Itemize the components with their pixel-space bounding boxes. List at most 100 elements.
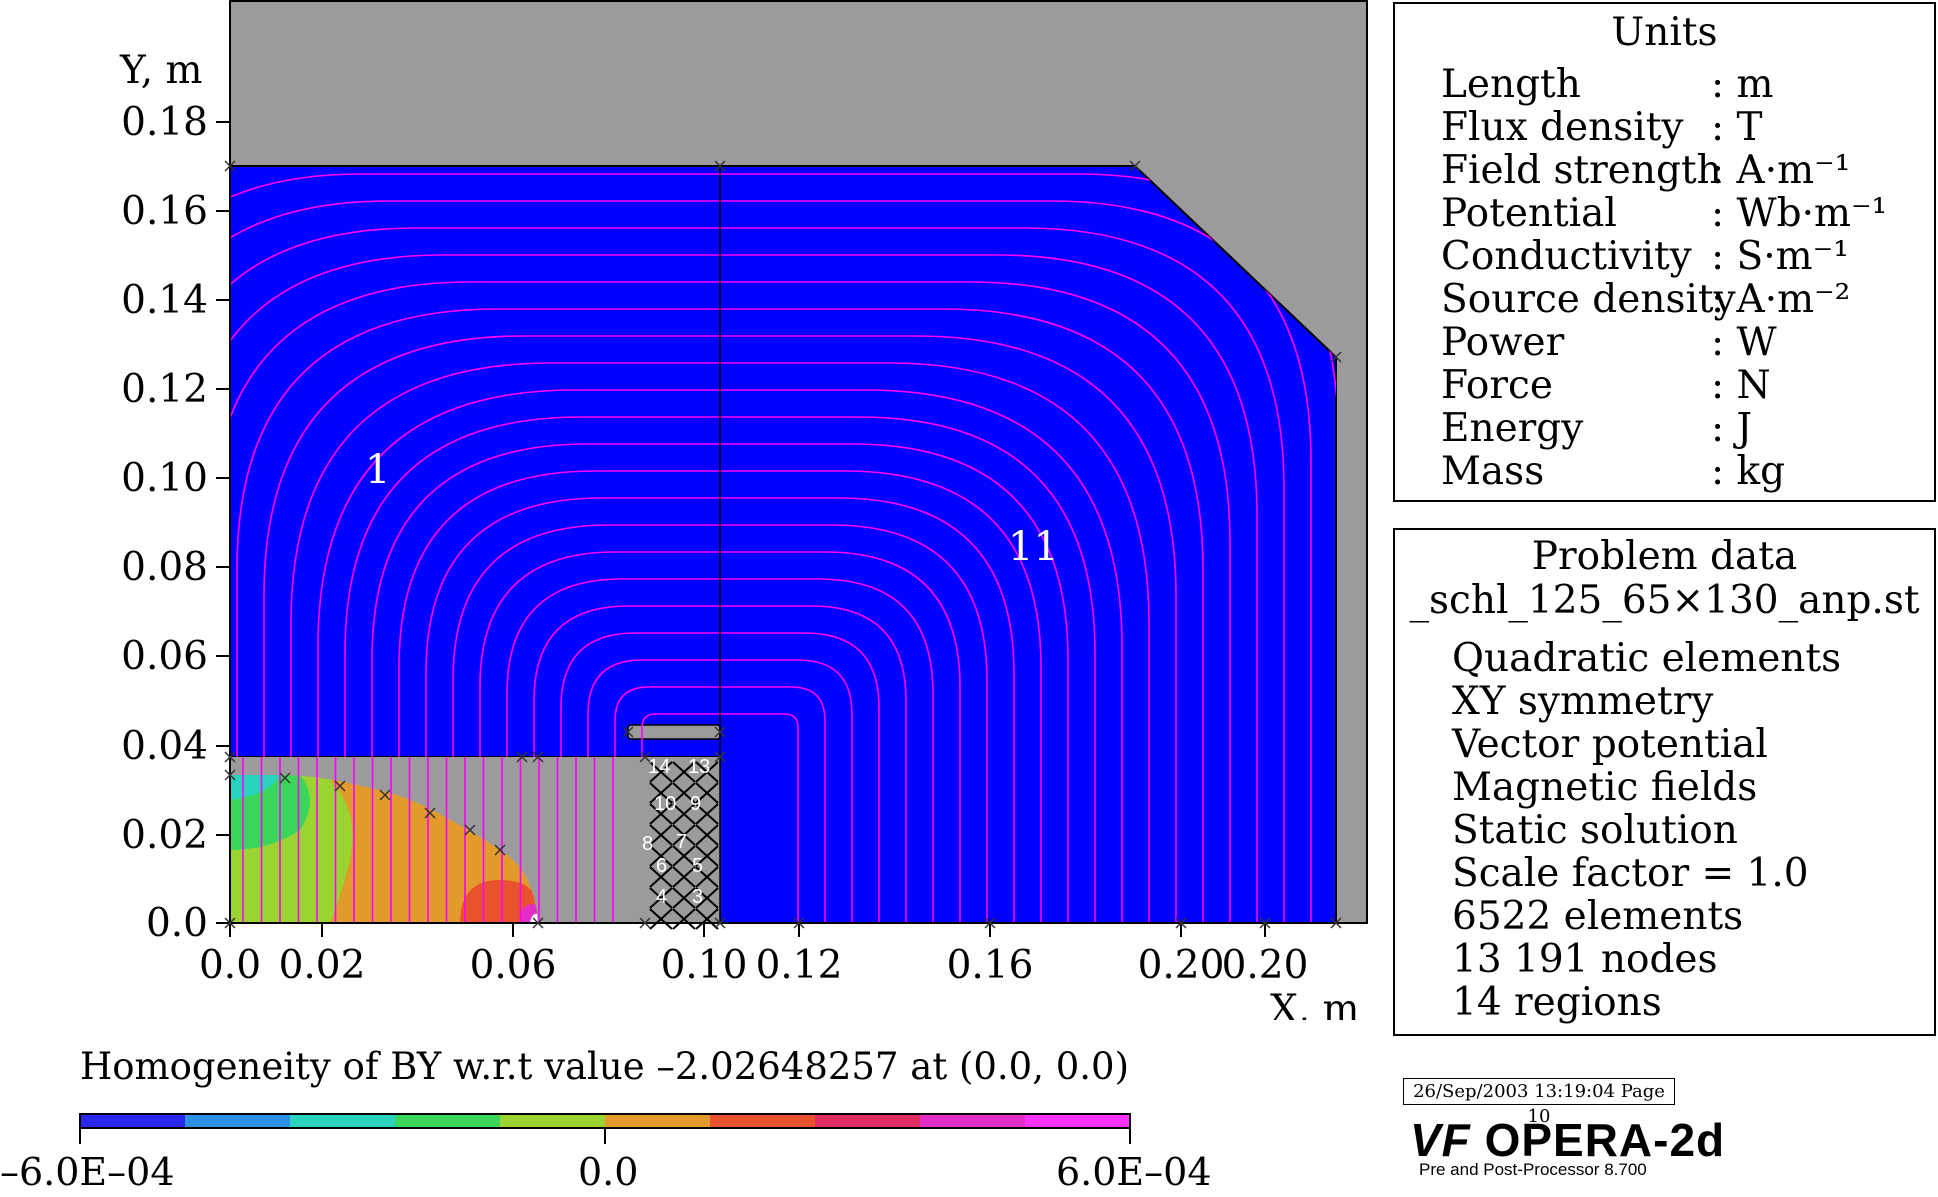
problem-file: _schl_125_65×130_anp.st <box>1409 578 1920 623</box>
x-ticks: 0.0 0.02 0.06 0.10 0.12 0.16 0.200.20 <box>199 923 1308 988</box>
scale-swatch <box>290 1114 396 1128</box>
vertex-mark <box>224 160 236 172</box>
coil-mesh-cell <box>672 866 696 888</box>
vertex-mark <box>279 772 291 784</box>
region-number: 5 <box>692 855 703 877</box>
scale-swatch <box>185 1114 291 1128</box>
x-tick-label: 0.06 <box>470 943 557 988</box>
coil-mesh-cell <box>649 761 673 783</box>
region-number: 4 <box>656 886 667 908</box>
vertex-mark <box>532 751 544 763</box>
units-row-value: : S·m⁻¹ <box>1711 234 1849 279</box>
problem-panel: Problem data _schl_125_65×130_anp.st Qua… <box>1393 528 1936 1036</box>
vertex-mark <box>1330 917 1342 929</box>
x-axis-label: X, m <box>1270 987 1360 1020</box>
scale-swatch <box>815 1114 921 1128</box>
coil-mesh-cell <box>672 782 696 804</box>
problem-title: Problem data <box>1531 534 1798 579</box>
problem-row: Scale factor = 1.0 <box>1452 851 1809 896</box>
region-number: 13 <box>688 756 710 778</box>
scale-swatch <box>500 1114 606 1128</box>
units-row-name: Conductivity <box>1441 234 1692 279</box>
x-tick-label: 0.02 <box>279 943 366 988</box>
flux-lines-lower <box>242 757 614 923</box>
region-number: 6 <box>656 855 667 877</box>
vertex-mark <box>224 751 236 763</box>
problem-row: Quadratic elements <box>1452 636 1842 681</box>
problem-row: Vector potential <box>1452 722 1768 767</box>
scale-swatch <box>920 1114 1026 1128</box>
y-tick-label: 0.10 <box>121 456 208 501</box>
x-tick-label: 0.20 <box>1138 943 1225 988</box>
coil-mesh-cell <box>649 824 673 846</box>
vertex-mark <box>639 917 651 929</box>
date-stamp: 26/Sep/2003 13:19:04 Page 10 <box>1403 1078 1675 1127</box>
problem-row: 13 191 nodes <box>1452 937 1718 982</box>
scale-swatch <box>80 1114 186 1128</box>
x-tick-label: 0.12 <box>756 943 843 988</box>
units-row-name: Source density <box>1441 277 1736 322</box>
units-row-value: : A·m⁻² <box>1711 277 1851 322</box>
vf-logo-mark: VF <box>1410 1114 1471 1166</box>
x-tick-label: 0.10 <box>661 943 748 988</box>
coil-mesh-cell <box>649 887 673 909</box>
scale-mid-label: 0.0 <box>578 1150 639 1194</box>
scale-swatch <box>1025 1114 1131 1128</box>
coil-mesh-cell <box>695 761 719 783</box>
coil-mesh-cell <box>672 887 696 909</box>
vertex-mark <box>464 824 476 836</box>
y-tick-label: 0.08 <box>121 545 208 590</box>
coil-mesh-cell <box>649 845 673 867</box>
region-number: 10 <box>654 793 676 815</box>
vertex-mark <box>516 751 528 763</box>
vertex-mark <box>224 769 236 781</box>
units-row-value: : kg <box>1711 449 1786 494</box>
x-tick-label: 0.20 <box>1222 943 1309 988</box>
coil-mesh-cell <box>695 845 719 867</box>
problem-row: 6522 elements <box>1452 894 1744 939</box>
y-axis-label: Y, m <box>119 48 203 93</box>
units-panel: Units Length: m Flux density: T Field stre… <box>1393 2 1936 502</box>
vertex-mark <box>714 160 726 172</box>
coil-mesh-cell <box>649 866 673 888</box>
x-tick-label: 0.0 <box>199 943 261 988</box>
logo-subtitle: Pre and Post-Processor 8.700 <box>1419 1160 1647 1179</box>
coil-mesh <box>649 761 719 930</box>
units-row-value: : A·m⁻¹ <box>1711 148 1851 193</box>
units-row-name: Mass <box>1441 449 1545 494</box>
units-row-name: Potential <box>1441 191 1617 236</box>
y-ticks: 0.18 0.16 0.14 0.12 0.10 0.08 0.06 0.04 0.02 0.0 <box>121 100 230 946</box>
coil-mesh-cell <box>672 908 696 930</box>
vertex-mark <box>639 751 651 763</box>
y-tick-label: 0.0 <box>146 901 208 946</box>
coil-mesh-cell <box>695 824 719 846</box>
units-title: Units <box>1611 10 1718 55</box>
units-row-name: Flux density <box>1441 105 1684 150</box>
scale-max-label: 6.0E–04 <box>1056 1150 1212 1194</box>
vertex-mark <box>532 917 544 929</box>
region-numbers: 14 13 10 9 8 7 6 5 4 3 <box>642 756 710 908</box>
vertex-mark <box>334 780 346 792</box>
coil-mesh-cell <box>649 908 673 930</box>
vertex-mark <box>984 917 996 929</box>
vertex-mark <box>1129 160 1141 172</box>
region-number: 7 <box>676 831 687 853</box>
coil-mesh-cell <box>672 824 696 846</box>
coil-mesh-cell <box>672 803 696 825</box>
y-tick-label: 0.18 <box>121 100 208 145</box>
y-tick-label: 0.06 <box>121 634 208 679</box>
units-row-value: : T <box>1711 105 1763 150</box>
scale-swatch <box>710 1114 816 1128</box>
units-row-value: : J <box>1711 406 1753 451</box>
units-row-name: Force <box>1441 363 1553 408</box>
region-number: 8 <box>642 833 653 855</box>
homogeneity-map <box>230 775 538 923</box>
vertex-mark <box>494 844 506 856</box>
coil-mesh-cell <box>695 803 719 825</box>
coil-mesh-cell <box>695 866 719 888</box>
opera-logo-text: OPERA-2d <box>1484 1114 1726 1166</box>
units-row-name: Field strength <box>1441 148 1722 193</box>
y-tick-label: 0.14 <box>121 278 208 323</box>
y-tick-label: 0.02 <box>121 813 208 858</box>
problem-row: 14 regions <box>1452 980 1662 1025</box>
